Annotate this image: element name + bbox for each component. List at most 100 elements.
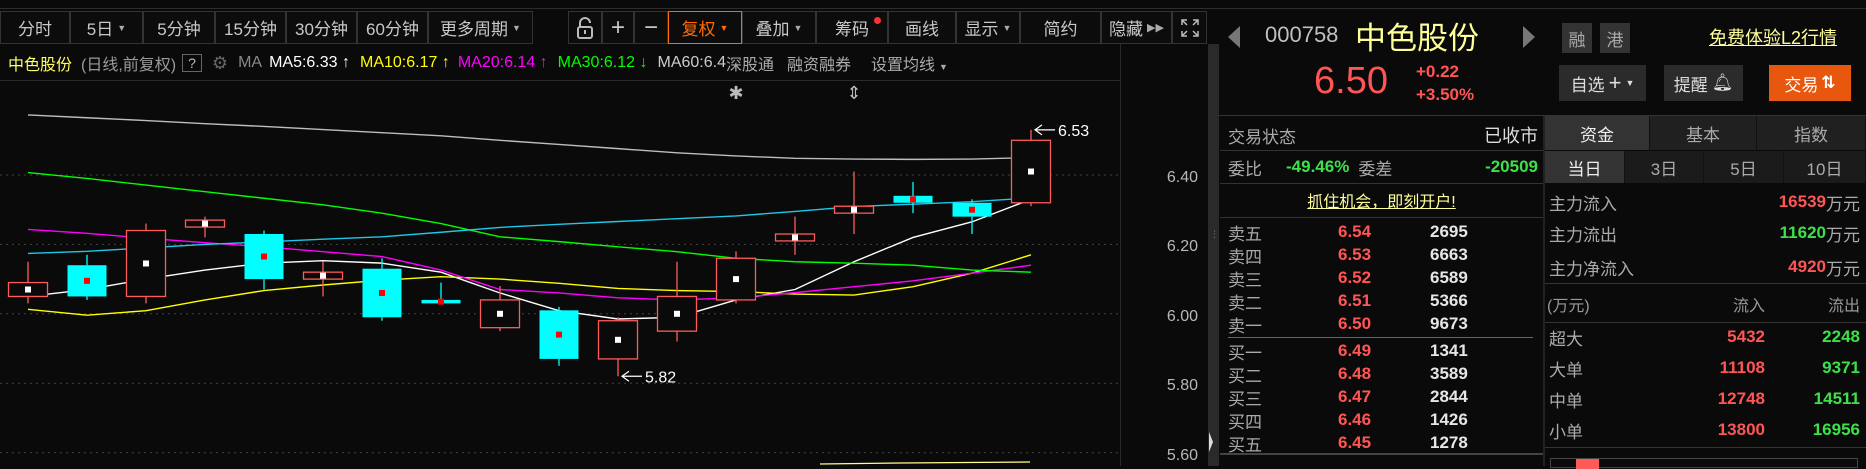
candle-center-dot bbox=[1028, 168, 1034, 175]
level-volume: 1341 bbox=[1430, 341, 1468, 360]
period-tab-30min[interactable]: 30分钟 bbox=[286, 11, 357, 44]
label: 超大 bbox=[1549, 329, 1583, 349]
candle[interactable] bbox=[597, 317, 639, 377]
candle[interactable] bbox=[715, 251, 757, 304]
high-price-label: 6.53 bbox=[1058, 123, 1089, 140]
fund-period-tab[interactable]: 当日 bbox=[1545, 151, 1625, 183]
zoom-in-button[interactable]: + bbox=[602, 11, 634, 44]
gear-icon[interactable]: ⚙ bbox=[211, 52, 229, 73]
caret-down-icon: ▼ bbox=[939, 62, 948, 72]
fuquan-dropdown[interactable]: 复权 ▼ bbox=[668, 11, 742, 44]
bid-level-row[interactable]: 买二 6.48 3589 bbox=[1228, 362, 1528, 386]
candle[interactable] bbox=[184, 216, 226, 238]
stock-name: 中色股份 bbox=[1355, 21, 1479, 56]
legend-ma5: MA5:6.33 ↑ bbox=[269, 54, 350, 71]
candle[interactable] bbox=[7, 261, 49, 304]
period-tab-5day[interactable]: 5日 ▼ bbox=[70, 11, 143, 44]
margin-tag[interactable]: 融 bbox=[1562, 23, 1592, 53]
collapse-arrow-icon[interactable] bbox=[1209, 432, 1213, 452]
level-label: 卖三 bbox=[1228, 270, 1262, 290]
sgt-link[interactable]: 深股通 bbox=[725, 57, 774, 74]
bid-level-row[interactable]: 买一 6.49 1341 bbox=[1228, 339, 1528, 363]
candle[interactable] bbox=[539, 306, 579, 366]
candle[interactable] bbox=[125, 223, 167, 304]
lock-button[interactable] bbox=[568, 11, 602, 44]
period-tab-60min[interactable]: 60分钟 bbox=[357, 11, 428, 44]
candle[interactable] bbox=[833, 171, 875, 234]
candle[interactable] bbox=[67, 254, 107, 300]
fund-period-tab[interactable]: 3日 bbox=[1625, 151, 1704, 183]
hk-tag[interactable]: 港 bbox=[1600, 23, 1630, 53]
candle[interactable] bbox=[1010, 129, 1052, 207]
level-label: 卖四 bbox=[1228, 247, 1262, 267]
candle[interactable] bbox=[893, 181, 933, 214]
event-marker-icon[interactable]: ✱ bbox=[728, 83, 743, 103]
promo-link[interactable]: 抓住机会，即刻开户! bbox=[1307, 194, 1456, 211]
prev-stock-arrow-icon[interactable] bbox=[1228, 26, 1240, 48]
label: 5日 bbox=[86, 20, 114, 39]
fund-period-tab[interactable]: 5日 bbox=[1704, 151, 1784, 183]
zoom-out-button[interactable]: − bbox=[634, 11, 668, 44]
panel-splitter[interactable]: ⋮ bbox=[1208, 44, 1219, 466]
watchlist-button[interactable]: 自选 + ▼ bbox=[1559, 65, 1646, 101]
trade-button[interactable]: 交易 ⇅ bbox=[1769, 65, 1851, 101]
fund-period-tab[interactable]: 10日 bbox=[1784, 151, 1866, 183]
candle[interactable] bbox=[244, 230, 284, 290]
y-tick-label: 6.40 bbox=[1166, 169, 1198, 186]
simple-button[interactable]: 简约 bbox=[1020, 11, 1101, 44]
candle[interactable] bbox=[362, 258, 402, 321]
candle[interactable] bbox=[656, 261, 698, 342]
stock-code: 000758 bbox=[1265, 22, 1339, 47]
next-stock-arrow-icon[interactable] bbox=[1523, 26, 1535, 48]
legend-ma-label: MA bbox=[238, 54, 263, 71]
legend-ma20: MA20:6.14 ↑ bbox=[457, 54, 548, 71]
ask-level-row[interactable]: 卖四 6.53 6663 bbox=[1228, 243, 1528, 267]
candle[interactable] bbox=[774, 216, 816, 255]
swap-arrows-icon: ⇅ bbox=[1821, 73, 1836, 92]
candle[interactable] bbox=[302, 261, 344, 297]
period-tab-5min[interactable]: 5分钟 bbox=[143, 11, 215, 44]
display-dropdown[interactable]: 显示 ▼ bbox=[956, 11, 1020, 44]
fullscreen-button[interactable] bbox=[1172, 11, 1207, 44]
help-button[interactable]: ? bbox=[182, 54, 202, 72]
overlay-dropdown[interactable]: 叠加 ▼ bbox=[742, 11, 816, 44]
ask-level-row[interactable]: 卖三 6.52 6589 bbox=[1228, 266, 1528, 290]
outflow-value: 16956 bbox=[1812, 420, 1860, 439]
candle-body bbox=[597, 320, 639, 360]
level-price: 6.49 bbox=[1338, 341, 1372, 360]
candle[interactable] bbox=[952, 199, 992, 234]
legend-stock-name: 中色股份 bbox=[8, 57, 73, 74]
label: 主力流入 bbox=[1549, 194, 1617, 214]
fund-tab[interactable]: 资金 bbox=[1545, 116, 1650, 150]
candle-center-dot bbox=[497, 310, 503, 317]
event-marker-icon[interactable]: ⇕ bbox=[846, 83, 861, 103]
draw-button[interactable]: 画线 bbox=[888, 11, 956, 44]
alert-button[interactable]: 提醒 🔔︎ bbox=[1664, 65, 1743, 101]
ask-level-row[interactable]: 卖二 6.51 5366 bbox=[1228, 289, 1528, 313]
margin-link[interactable]: 融资融券 bbox=[786, 57, 851, 74]
outflow-value: 2248 bbox=[1822, 327, 1860, 346]
level-price: 6.52 bbox=[1338, 268, 1372, 287]
kline-chart[interactable]: 6.53 5.82 ✱ ⇕ bbox=[0, 0, 1120, 466]
inflow-value: 12748 bbox=[1717, 389, 1765, 408]
candle[interactable] bbox=[479, 286, 521, 332]
set-ma-dropdown[interactable]: 设置均线 ▼ bbox=[871, 51, 948, 75]
more-periods-dropdown[interactable]: 更多周期 ▼ bbox=[428, 11, 533, 44]
fund-flow-bar bbox=[1550, 458, 1858, 469]
chips-button[interactable]: 筹码 bbox=[816, 11, 888, 44]
hide-button[interactable]: 隐藏 ▶▶ bbox=[1101, 11, 1172, 44]
candle[interactable] bbox=[421, 282, 461, 305]
open-account-promo[interactable]: 抓住机会，即刻开户! bbox=[1220, 187, 1543, 213]
bid-level-row[interactable]: 买三 6.47 2844 bbox=[1228, 385, 1528, 409]
fund-tab[interactable]: 指数 bbox=[1757, 116, 1866, 150]
period-tab-intraday[interactable]: 分时 bbox=[0, 11, 70, 44]
inflow-segment bbox=[1576, 459, 1599, 469]
bid-level-row[interactable]: 买五 6.45 1278 bbox=[1228, 431, 1528, 455]
period-tab-15min[interactable]: 15分钟 bbox=[215, 11, 286, 44]
free-l2-link[interactable]: 免费体验L2行情 bbox=[1709, 28, 1838, 48]
ask-level-row[interactable]: 卖一 6.50 9673 bbox=[1228, 312, 1528, 336]
bid-level-row[interactable]: 买四 6.46 1426 bbox=[1228, 408, 1528, 432]
ask-level-row[interactable]: 卖五 6.54 2695 bbox=[1228, 220, 1528, 244]
level-label: 卖一 bbox=[1228, 316, 1262, 336]
fund-tab[interactable]: 基本 bbox=[1650, 116, 1757, 150]
